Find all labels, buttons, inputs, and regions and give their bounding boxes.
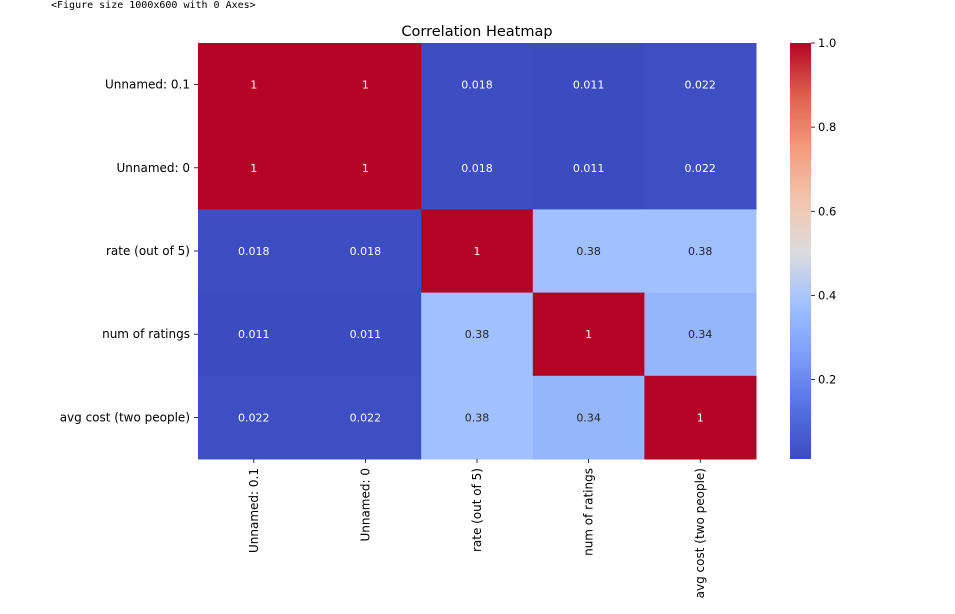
cell-annotation-r1-c2: 0.018 [461,162,493,175]
heatmap-cell-r1-c4 [644,126,757,210]
column-label-unnamed-0: Unnamed: 0 [358,468,372,542]
cell-annotation-r0-c2: 0.018 [461,79,493,92]
row-label-avg-cost-two-people: avg cost (two people) [60,410,190,424]
heatmap-cell-r3-c2 [421,292,534,377]
heatmap-annotations: 1 1 0.018 0.011 0.022 1 1 0.018 0.011 0.022 0.018 0… [238,79,716,425]
cell-annotation-r2-c4: 0.38 [688,245,713,258]
cell-annotation-r2-c1: 0.018 [350,245,382,258]
heatmap-cell-r0-c2 [421,43,534,127]
heatmap-cell-r0-c3 [532,43,645,127]
heatmap-cell-r4-c1 [309,375,422,460]
heatmap-cell-r4-c4 [644,375,757,460]
heatmap-cell-r0-c0 [198,43,311,127]
colorbar [790,43,811,459]
cell-annotation-r4-c4: 1 [697,411,704,424]
figure-size-note: <Figure size 1000x600 with 0 Axes> [51,0,256,11]
cell-annotation-r1-c0: 1 [250,162,257,175]
heatmap-cell-r1-c3 [532,126,645,210]
colorbar-label-0-4: 0.4 [818,288,836,302]
row-label-unnamed-0-1: Unnamed: 0.1 [105,78,190,92]
heatmap-cell-r3-c4 [644,292,757,377]
colorbar-label-0-8: 0.8 [818,120,836,134]
cell-annotation-r1-c4: 0.022 [684,162,716,175]
heatmap-cell-r4-c0 [198,375,311,460]
colorbar-label-1-0: 1.0 [818,36,836,50]
chart-title: Correlation Heatmap [401,24,552,40]
heatmap-cell-r2-c2 [421,209,534,294]
cell-annotation-r3-c2: 0.38 [465,328,490,341]
cell-annotation-r3-c4: 0.34 [688,328,713,341]
heatmap-cell-r4-c3 [532,375,645,460]
heatmap-cell-r0-c1 [309,43,422,127]
heatmap-cell-r1-c1 [309,126,422,210]
cell-annotation-r1-c3: 0.011 [573,162,605,175]
cell-annotation-r4-c0: 0.022 [238,411,270,424]
heatmap-cell-r3-c0 [198,292,311,377]
row-labels: Unnamed: 0.1 Unnamed: 0 rate (out of 5) num… [60,78,198,424]
cell-annotation-r0-c4: 0.022 [684,79,716,92]
heatmap-cell-r0-c4 [644,43,757,127]
heatmap-cell-r3-c3 [532,292,645,377]
heatmap-cell-r2-c4 [644,209,757,294]
cell-annotation-r2-c2: 1 [474,245,481,258]
heatmap-cell-r2-c3 [532,209,645,294]
column-label-unnamed-0-1: Unnamed: 0.1 [247,468,261,553]
cell-annotation-r2-c0: 0.018 [238,245,270,258]
cell-annotation-r4-c3: 0.34 [576,411,601,424]
cell-annotation-r3-c1: 0.011 [350,328,382,341]
column-label-avg-cost-two-people: avg cost (two people) [693,468,707,598]
cell-annotation-r1-c1: 1 [362,162,369,175]
cell-annotation-r0-c1: 1 [362,79,369,92]
colorbar-label-0-2: 0.2 [818,373,836,387]
heatmap-cell-r2-c1 [309,209,422,294]
cell-annotation-r2-c3: 0.38 [576,245,601,258]
heatmap-cells [198,43,757,460]
heatmap-cell-r1-c0 [198,126,311,210]
heatmap-cell-r1-c2 [421,126,534,210]
column-label-num-of-ratings: num of ratings [582,468,596,556]
colorbar-label-0-6: 0.6 [818,204,836,218]
colorbar-ticks: 0.2 0.4 0.6 0.8 1.0 [811,36,836,387]
row-label-unnamed-0: Unnamed: 0 [116,161,190,175]
cell-annotation-r4-c2: 0.38 [465,411,490,424]
heatmap-cell-r2-c0 [198,209,311,294]
cell-annotation-r3-c0: 0.011 [238,328,270,341]
cell-annotation-r0-c0: 1 [250,79,257,92]
cell-annotation-r4-c1: 0.022 [350,411,382,424]
row-label-rate-out-of-5: rate (out of 5) [106,244,190,258]
heatmap-cell-r4-c2 [421,375,534,460]
cell-annotation-r3-c3: 1 [585,328,592,341]
row-label-num-of-ratings: num of ratings [102,327,190,341]
heatmap-cell-r3-c1 [309,292,422,377]
cell-annotation-r0-c3: 0.011 [573,79,605,92]
column-label-rate-out-of-5: rate (out of 5) [470,468,484,552]
column-labels: Unnamed: 0.1 Unnamed: 0 rate (out of 5) num… [247,459,707,598]
